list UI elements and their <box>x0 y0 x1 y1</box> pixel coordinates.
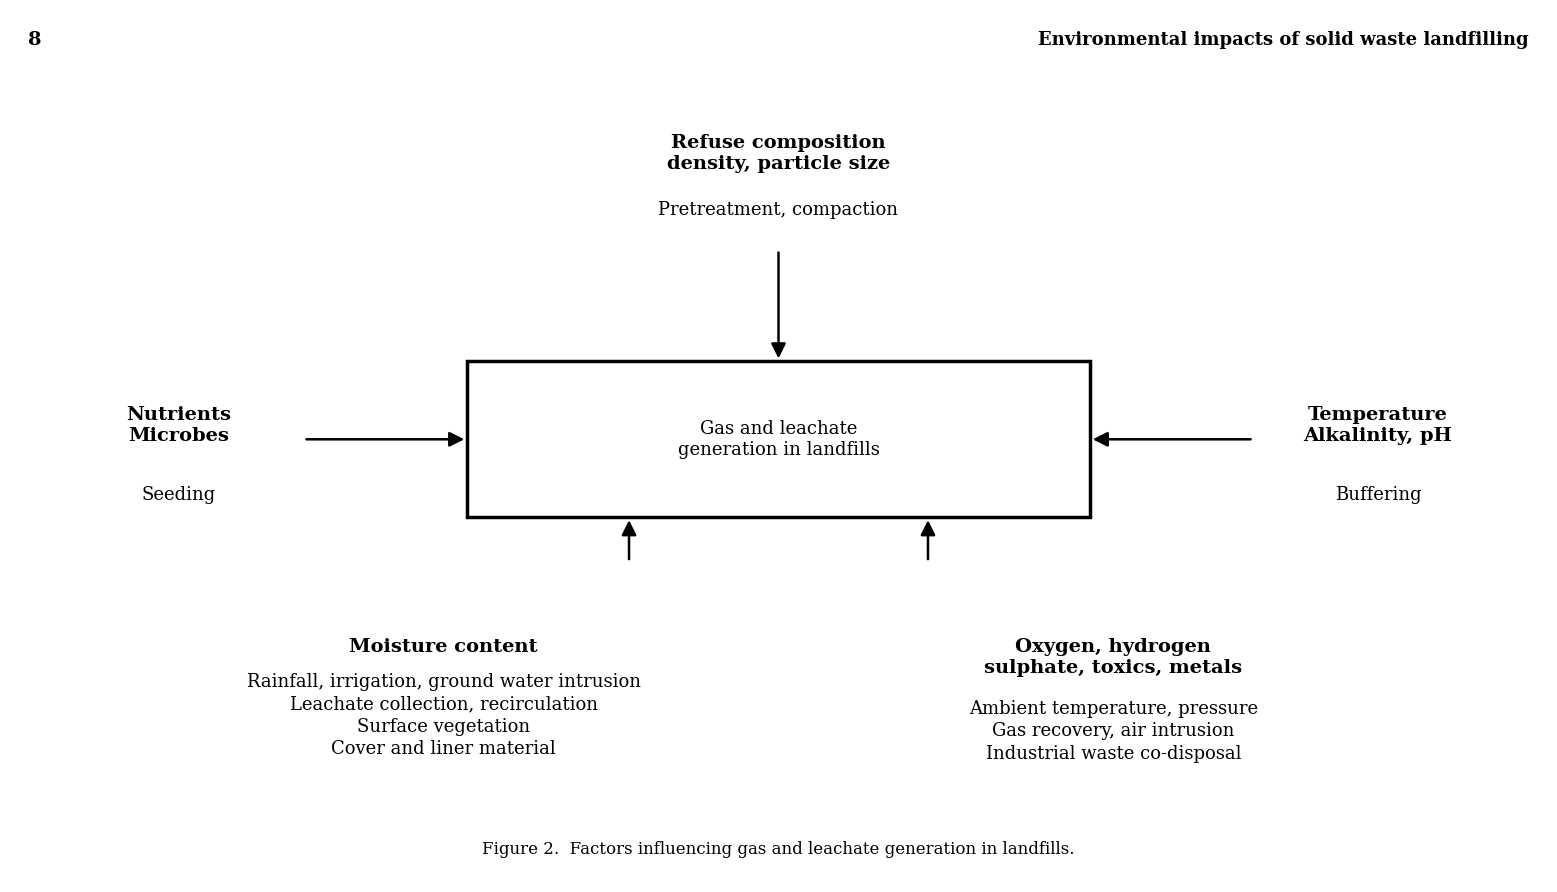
Bar <box>467 361 1090 517</box>
Text: Seeding: Seeding <box>142 486 216 504</box>
Text: Temperature
Alkalinity, pH: Temperature Alkalinity, pH <box>1303 406 1453 444</box>
Text: Refuse composition
density, particle size: Refuse composition density, particle siz… <box>666 134 891 172</box>
Text: Ambient temperature, pressure
Gas recovery, air intrusion
Industrial waste co-di: Ambient temperature, pressure Gas recove… <box>968 700 1258 763</box>
Text: Rainfall, irrigation, ground water intrusion
Leachate collection, recirculation
: Rainfall, irrigation, ground water intru… <box>246 673 641 758</box>
Text: Figure 2.  Factors influencing gas and leachate generation in landfills.: Figure 2. Factors influencing gas and le… <box>483 841 1074 858</box>
Text: Gas and leachate
generation in landfills: Gas and leachate generation in landfills <box>677 420 880 458</box>
Text: Oxygen, hydrogen
sulphate, toxics, metals: Oxygen, hydrogen sulphate, toxics, metal… <box>984 638 1242 676</box>
Text: Pretreatment, compaction: Pretreatment, compaction <box>659 201 898 219</box>
Text: Nutrients
Microbes: Nutrients Microbes <box>126 406 232 444</box>
Text: Environmental impacts of solid waste landfilling: Environmental impacts of solid waste lan… <box>1039 31 1529 49</box>
Text: Moisture content: Moisture content <box>349 638 539 656</box>
Text: 8: 8 <box>28 31 42 49</box>
Text: Buffering: Buffering <box>1334 486 1422 504</box>
